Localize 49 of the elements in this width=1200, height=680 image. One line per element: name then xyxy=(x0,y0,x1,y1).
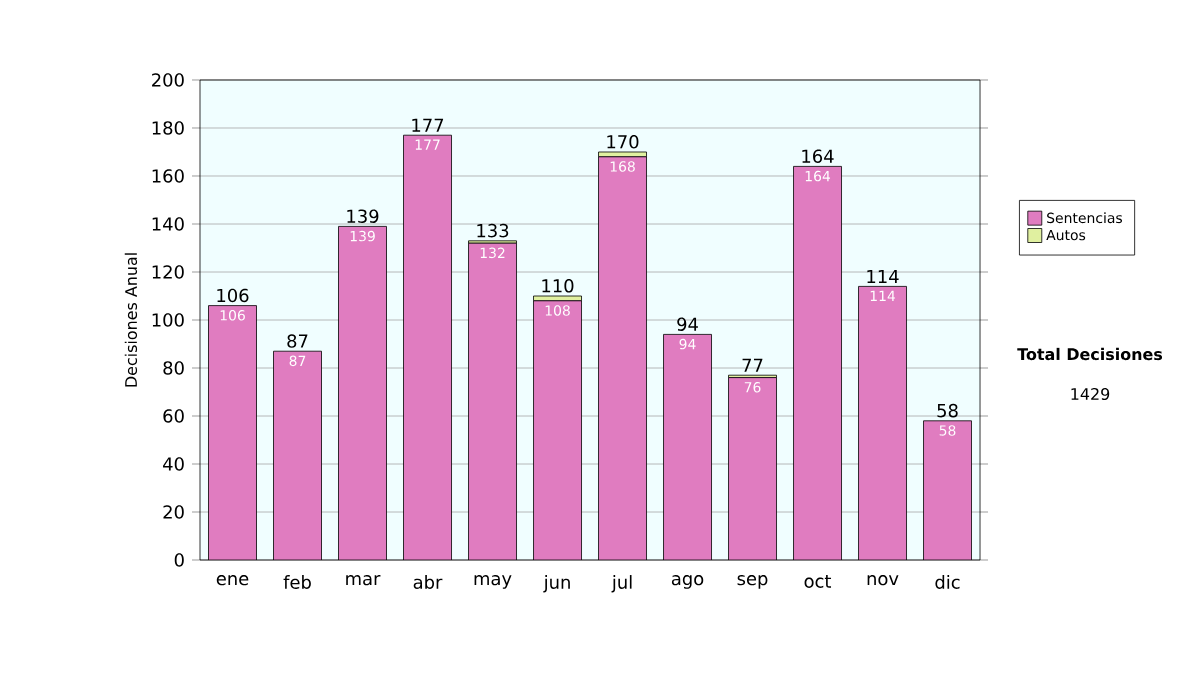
x-tick-label: ago xyxy=(671,575,704,589)
x-tick-label: ene xyxy=(216,575,249,586)
y-tick-label: 200 xyxy=(152,73,184,87)
y-tick-label: 40 xyxy=(163,457,184,471)
total-label: 170 xyxy=(607,135,639,149)
y-tick-label: 140 xyxy=(152,217,184,231)
x-tick-label: feb xyxy=(283,575,311,589)
bar xyxy=(273,351,322,560)
x-tick-label: nov xyxy=(867,575,899,586)
x-tick-label: sep xyxy=(737,575,768,589)
total-label: 77 xyxy=(742,358,763,372)
bar xyxy=(858,286,907,560)
x-tick-label: jun xyxy=(543,575,570,593)
y-tick-label: 0 xyxy=(174,553,184,567)
total-label: 58 xyxy=(937,403,958,418)
bar xyxy=(598,151,647,158)
bar xyxy=(793,166,842,560)
bar xyxy=(533,295,582,302)
x-tick-label: mar xyxy=(346,575,381,586)
bar xyxy=(728,377,777,560)
total-label: 177 xyxy=(412,118,444,132)
x-tick-label: oct xyxy=(804,575,832,588)
bar xyxy=(403,135,452,560)
total-label: 114 xyxy=(867,269,899,283)
y-tick-label: 80 xyxy=(163,361,184,375)
bar xyxy=(663,334,712,560)
y-tick-label: 160 xyxy=(152,169,184,183)
x-tick-label: may xyxy=(474,575,512,589)
y-tick-label: 120 xyxy=(152,265,184,279)
x-tick-label: abr xyxy=(413,575,443,589)
total-label: 110 xyxy=(542,279,574,293)
total-label: 87 xyxy=(287,334,308,348)
x-tick-label: jul xyxy=(611,575,632,593)
bar xyxy=(468,243,517,560)
y-tick-label: 60 xyxy=(163,409,184,423)
bar xyxy=(338,226,387,560)
y-tick-label: 100 xyxy=(152,313,184,327)
x-tick-label: dic xyxy=(935,575,960,589)
bar xyxy=(208,305,257,560)
y-tick-label: 20 xyxy=(163,505,184,519)
total-label: 139 xyxy=(347,209,379,223)
y-tick-label: 180 xyxy=(152,121,184,135)
total-label: 106 xyxy=(217,288,249,303)
total-label: 133 xyxy=(477,223,509,238)
bar xyxy=(923,420,972,560)
bar xyxy=(598,156,647,560)
total-label: 94 xyxy=(677,317,698,331)
total-label: 164 xyxy=(802,149,834,163)
bar xyxy=(533,300,582,560)
